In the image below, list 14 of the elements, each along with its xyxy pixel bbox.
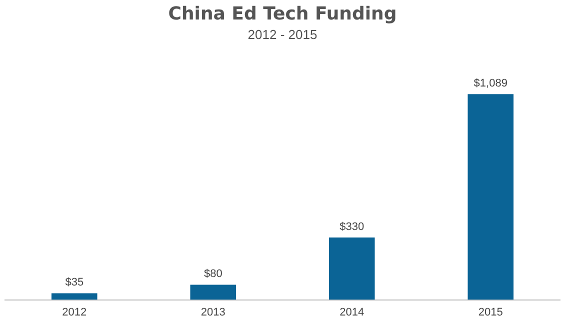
x-tick-label: 2015 xyxy=(478,306,503,318)
data-label: $35 xyxy=(65,276,84,289)
x-tick-label: 2013 xyxy=(200,306,226,318)
bar xyxy=(328,237,375,300)
chart-subtitle: 2012 - 2015 xyxy=(248,26,318,42)
chart-title: China Ed Tech Funding xyxy=(168,3,397,24)
bar xyxy=(51,293,98,300)
data-label: $1,089 xyxy=(474,78,508,90)
data-label: $80 xyxy=(204,268,222,280)
data-label: $330 xyxy=(340,221,364,234)
bar xyxy=(468,94,514,300)
x-tick-label: 2014 xyxy=(340,306,364,318)
x-tick-label: 2012 xyxy=(62,306,87,318)
bar xyxy=(190,284,236,300)
